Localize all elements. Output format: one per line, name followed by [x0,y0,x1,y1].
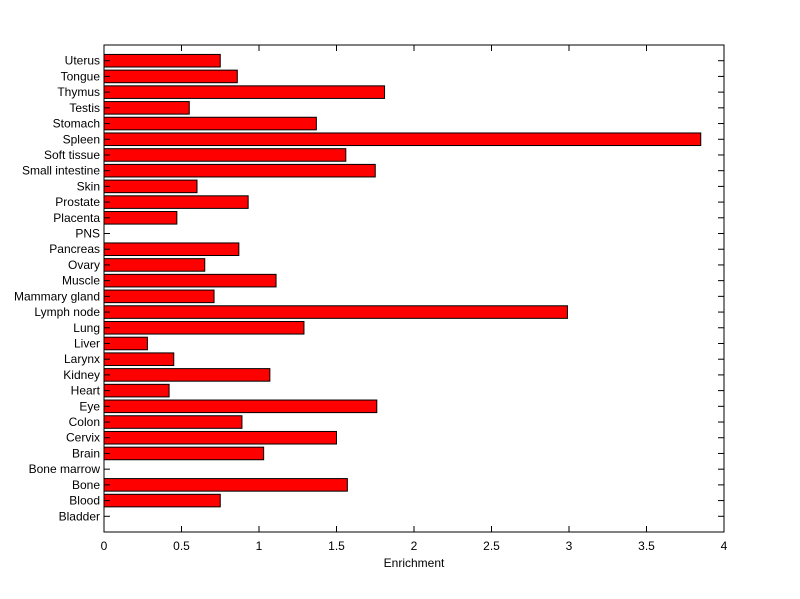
bar-mammary-gland [103,289,215,304]
bar-lymph-node [103,305,568,319]
y-tick-label-cervix: Cervix [66,431,100,445]
bar-blood [103,493,221,508]
y-tick-label-lymph-node: Lymph node [34,305,100,319]
bar-liver [103,336,148,351]
y-tick-label-lung: Lung [73,321,100,335]
y-tick-label-tongue: Tongue [61,69,101,83]
y-tick-label-skin: Skin [77,179,100,193]
plot-frame [103,44,725,533]
y-tick-label-spleen: Spleen [63,132,100,146]
bar-uterus [103,53,221,68]
y-tick-label-eye: Eye [79,399,100,413]
bar-muscle [103,273,277,288]
bar-stomach [103,116,317,131]
x-axis-ticks: 0 0.5 1 1.5 2 2.5 3 3.5 4 [101,45,728,553]
bar-placenta [103,211,178,225]
bar-thymus [103,85,386,99]
x-tick-label: 1 [256,539,263,553]
y-tick-label-bone: Bone [72,478,100,492]
bar-small-intestine [103,163,376,178]
y-tick-label-kidney: Kidney [63,368,100,382]
bar-pancreas [103,242,240,257]
bar-skin [103,179,198,194]
x-tick-label: 3.5 [638,539,655,553]
y-tick-label-uterus: Uterus [65,54,100,68]
y-tick-label-pns: PNS [75,227,100,241]
bar-larynx [103,352,175,366]
bar-kidney [103,368,271,382]
y-tick-label-small-intestine: Small intestine [22,164,100,178]
x-axis-title: Enrichment [384,556,445,570]
y-tick-label-larynx: Larynx [64,352,100,366]
y-tick-label-liver: Liver [74,336,100,350]
y-tick-label-brain: Brain [72,446,100,460]
x-tick-label: 1.5 [328,539,345,553]
bar-heart [103,383,170,398]
x-tick-label: 3 [566,539,573,553]
y-tick-label-stomach: Stomach [53,117,100,131]
y-tick-label-blood: Blood [69,494,100,508]
y-tick-label-heart: Heart [71,384,101,398]
bar-eye [103,399,378,414]
bar-colon [103,415,243,429]
bar-cervix [103,430,337,445]
y-tick-label-soft-tissue: Soft tissue [44,148,100,162]
y-tick-label-testis: Testis [69,101,100,115]
bar-soft-tissue [103,148,347,162]
y-tick-label-colon: Colon [69,415,100,429]
bar-lung [103,320,305,335]
bar-testis [103,101,190,115]
y-tick-label-pancreas: Pancreas [49,242,100,256]
y-tick-label-bone-marrow: Bone marrow [29,462,101,476]
bar-tongue [103,69,238,84]
bar-brain [103,446,265,461]
y-tick-label-prostate: Prostate [55,195,100,209]
bar-spleen [103,132,702,147]
y-tick-label-placenta: Placenta [53,211,100,225]
y-tick-label-ovary: Ovary [68,258,100,272]
y-tick-label-mammary-gland: Mammary gland [14,289,100,303]
x-tick-label: 2.5 [483,539,500,553]
bar-ovary [103,258,206,272]
x-tick-label: 2 [411,539,418,553]
y-tick-label-thymus: Thymus [57,85,100,99]
x-tick-label: 4 [721,539,728,553]
x-tick-label: 0 [101,539,108,553]
bar-prostate [103,195,249,209]
bar-bone [103,478,348,492]
x-tick-label: 0.5 [173,539,190,553]
y-tick-label-muscle: Muscle [62,274,100,288]
y-tick-label-bladder: Bladder [59,509,100,523]
